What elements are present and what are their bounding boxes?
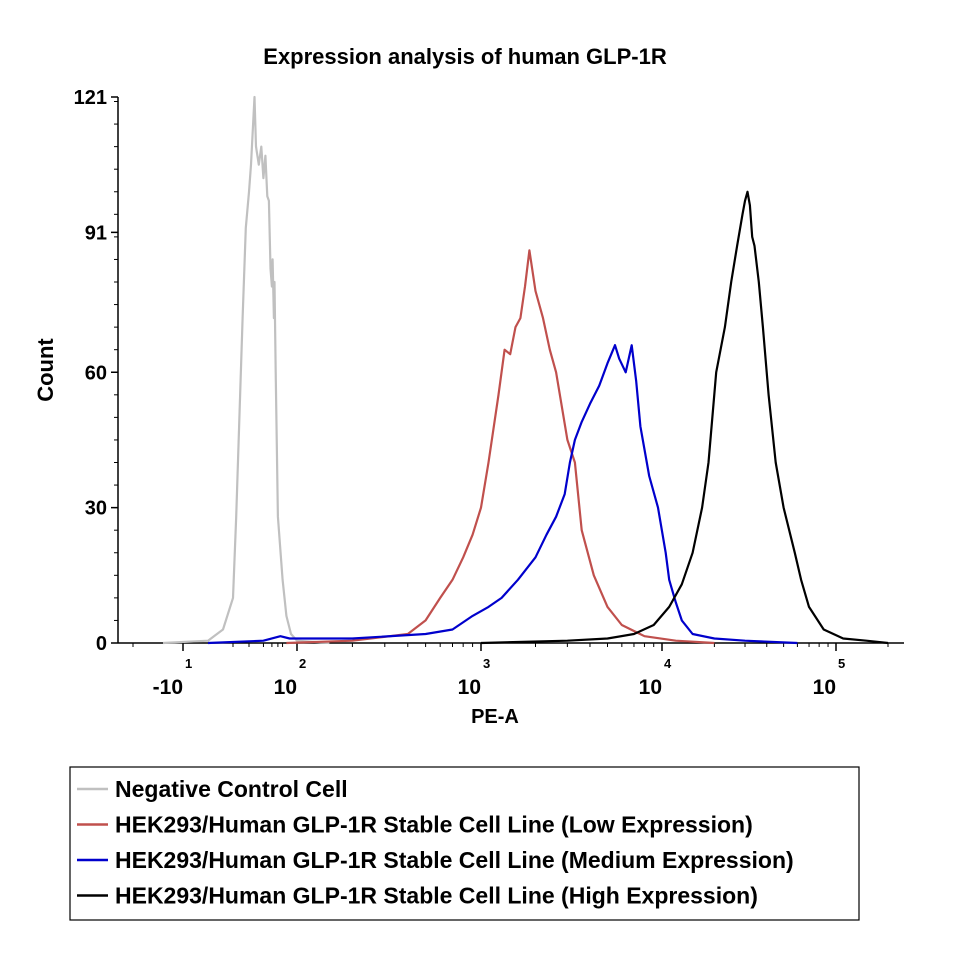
x-tick-exponent: 5 [838, 656, 845, 671]
series-line-3 [480, 190, 889, 645]
series-line-2 [207, 344, 798, 645]
x-tick-exponent: 2 [299, 656, 306, 671]
series-line-0 [162, 95, 330, 645]
legend-label: HEK293/Human GLP-1R Stable Cell Line (Me… [115, 847, 794, 873]
x-tick-label: -10 [153, 676, 183, 699]
x-tick-label: 10 [458, 676, 481, 699]
chart-title: Expression analysis of human GLP-1R [263, 44, 667, 69]
x-tick-exponent: 3 [483, 656, 490, 671]
legend-label: HEK293/Human GLP-1R Stable Cell Line (Lo… [115, 812, 753, 838]
series-layer [162, 95, 889, 645]
y-tick-label: 60 [85, 362, 107, 384]
x-tick-exponent: 1 [185, 656, 192, 671]
y-tick-label: 30 [85, 498, 107, 520]
legend-label: Negative Control Cell [115, 776, 348, 802]
legend-box [69, 766, 860, 921]
legend-label: HEK293/Human GLP-1R Stable Cell Line (Hi… [115, 883, 758, 909]
x-tick-label: 10 [639, 676, 662, 699]
y-tick-label: 91 [85, 222, 107, 244]
legend: Negative Control Cell HEK293/Human GLP-1R… [69, 766, 860, 921]
x-tick-exponent: 4 [664, 656, 672, 671]
y-tick-label: 0 [96, 633, 107, 655]
x-axis-label: PE-A [471, 706, 519, 728]
x-tick-label: 10 [813, 676, 836, 699]
series-line-1 [286, 249, 715, 645]
x-tick-label: 10 [274, 676, 297, 699]
y-tick-label: 121 [74, 87, 107, 109]
y-axis-label: Count [33, 338, 58, 402]
y-axis-ticks: 0 30 60 91 121 [74, 87, 118, 655]
